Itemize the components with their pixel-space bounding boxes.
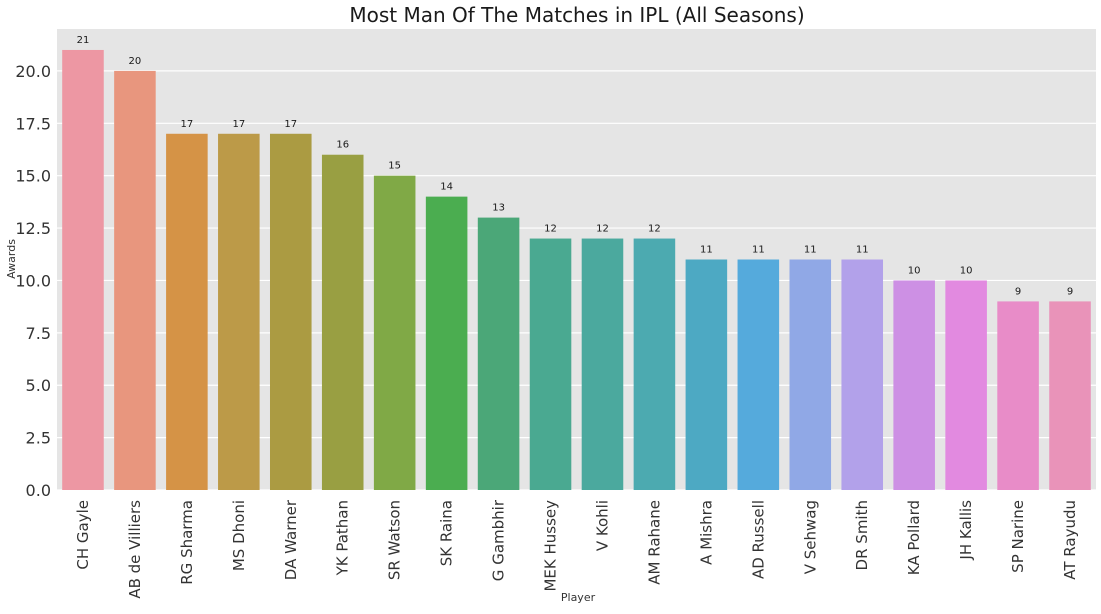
bar <box>841 259 884 490</box>
x-tick-label: DR Smith <box>853 500 871 570</box>
x-tick-label: AD Russell <box>749 500 767 579</box>
bar <box>321 154 364 490</box>
x-tick-label: V Sehwag <box>801 500 819 574</box>
x-tick-label: MS Dhoni <box>230 500 248 571</box>
x-tick-label: AT Rayudu <box>1061 500 1079 580</box>
bar <box>581 238 624 490</box>
bar <box>685 259 728 490</box>
x-tick-label: CH Gayle <box>74 500 92 570</box>
bar-value-label: 11 <box>804 245 817 256</box>
bar <box>997 301 1039 490</box>
bar-value-label: 17 <box>181 119 194 130</box>
y-tick-label: 20.0 <box>15 62 51 81</box>
bar <box>945 280 987 490</box>
bar-value-label: 12 <box>596 224 609 235</box>
y-tick-label: 12.5 <box>15 219 51 238</box>
bar <box>893 280 935 490</box>
x-tick-label: V Kohli <box>593 500 611 551</box>
bar-value-label: 9 <box>1067 286 1073 297</box>
bar <box>62 49 104 491</box>
x-tick-label: DA Warner <box>282 499 300 580</box>
x-axis-ticks: CH Gayle AB de Villiers RG Sharma MS Dhoni D… <box>74 499 1079 598</box>
y-tick-label: 17.5 <box>15 114 51 133</box>
bar-value-label: 13 <box>492 203 505 214</box>
bar-value-label: 17 <box>284 119 297 130</box>
bars <box>62 49 1091 491</box>
bar <box>633 238 676 490</box>
bar-value-label: 15 <box>388 161 401 172</box>
bar <box>114 70 156 490</box>
chart-title: Most Man Of The Matches in IPL (All Seas… <box>349 3 804 27</box>
bar-value-label: 11 <box>700 245 713 256</box>
x-tick-label: A Mishra <box>697 500 715 565</box>
y-tick-label: 0.0 <box>26 481 51 500</box>
y-axis-ticks: 0.0 2.5 5.0 7.5 10.0 12.5 15.0 17.5 20.0 <box>15 62 51 500</box>
y-tick-label: 2.5 <box>26 429 51 448</box>
bar-value-label: 12 <box>544 224 557 235</box>
bar <box>166 133 208 491</box>
x-tick-label: SP Narine <box>1009 500 1027 573</box>
bar-value-label: 12 <box>648 224 661 235</box>
bar-value-label: 16 <box>336 140 349 151</box>
bar-value-label: 17 <box>232 119 245 130</box>
bar <box>529 238 572 490</box>
x-tick-label: SK Raina <box>438 500 456 566</box>
bar <box>1049 301 1091 490</box>
bar <box>373 175 416 490</box>
plot-area <box>57 29 1096 490</box>
bar-value-label: 21 <box>77 35 90 46</box>
x-tick-label: AB de Villiers <box>126 500 144 599</box>
bar-value-label: 9 <box>1015 286 1021 297</box>
bar-value-label: 14 <box>440 182 453 193</box>
bar <box>218 133 260 491</box>
x-tick-label: AM Rahane <box>645 500 663 585</box>
x-tick-label: KA Pollard <box>905 500 923 575</box>
bar <box>737 259 780 490</box>
y-tick-label: 15.0 <box>15 167 51 186</box>
bar <box>477 217 520 490</box>
y-tick-label: 10.0 <box>15 271 51 290</box>
x-tick-label: SR Watson <box>386 500 404 580</box>
bar <box>789 259 832 490</box>
bar-value-label: 20 <box>129 56 142 67</box>
bar-value-label: 10 <box>960 265 973 276</box>
x-axis-label: Player <box>561 591 596 604</box>
bar-value-label: 10 <box>908 265 921 276</box>
x-tick-label: MEK Hussey <box>542 500 560 592</box>
bar <box>269 133 312 491</box>
bar-value-labels: 21 20 17 17 17 16 15 14 13 12 12 12 11 11 11 11 10 10 9 9 <box>77 35 1074 297</box>
bar <box>425 196 468 491</box>
x-tick-label: RG Sharma <box>178 500 196 585</box>
bar-value-label: 11 <box>856 245 869 256</box>
x-tick-label: JH Kallis <box>957 500 975 561</box>
y-tick-label: 5.0 <box>26 376 51 395</box>
x-tick-label: YK Pathan <box>334 500 352 576</box>
bar-value-label: 11 <box>752 245 765 256</box>
y-tick-label: 7.5 <box>26 324 51 343</box>
y-axis-label: Awards <box>5 239 18 279</box>
x-tick-label: G Gambhir <box>490 499 508 581</box>
